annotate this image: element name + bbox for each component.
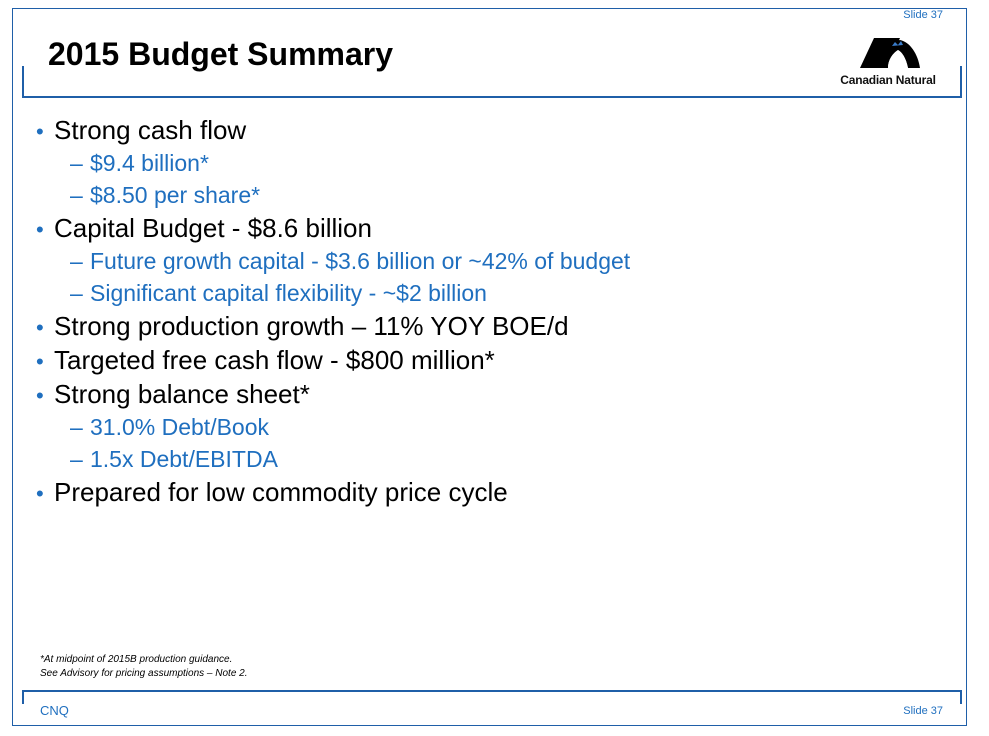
footer-divider-right-tick [960,690,962,704]
sub-bullet-item: – $9.4 billion* [36,147,946,179]
dash-icon: – [70,248,83,274]
footer-divider [22,690,962,692]
title-divider-right-tick [960,66,962,97]
bullet-text: Capital Budget - $8.6 billion [54,213,372,243]
bullet-text: Strong production growth – 11% YOY BOE/d [54,311,569,341]
slide-frame [12,8,967,726]
bullet-item: • Strong balance sheet* [36,377,946,411]
bullet-item: • Prepared for low commodity price cycle [36,475,946,509]
sub-bullet-item: –31.0% Debt/Book [36,411,946,443]
sub-bullet-text: $8.50 per share* [90,182,261,208]
bullet-item: • Strong cash flow [36,113,946,147]
title-divider [22,96,962,98]
dash-icon: – [70,150,83,176]
footer-divider-left-tick [22,690,24,704]
sub-bullet-item: – $8.50 per share* [36,179,946,211]
sub-bullet-item: – Significant capital flexibility - ~$2 b… [36,277,946,309]
footnotes: *At midpoint of 2015B production guidanc… [40,653,248,681]
bullet-list: • Strong cash flow – $9.4 billion* – $8.50 … [36,113,946,509]
slide-number-top: Slide 37 [903,9,943,21]
logo-text: Canadian Natural [840,73,936,87]
sub-bullet-text: 1.5x Debt/EBITDA [90,446,278,472]
bullet-text: Strong cash flow [54,115,247,145]
company-logo: Canadian Natural [826,30,950,90]
footnote-line: *At midpoint of 2015B production guidanc… [40,654,233,665]
canadian-natural-logo-icon [860,38,920,68]
bullet-dot-icon: • [36,217,44,242]
bullet-item: • Capital Budget - $8.6 billion [36,211,946,245]
dash-icon: – [70,280,83,306]
bullet-dot-icon: • [36,349,44,374]
bullet-text: Prepared for low commodity price cycle [54,477,508,507]
sub-bullet-text: Future growth capital - $3.6 billion or … [90,248,631,274]
footnote-line: See Advisory for pricing assumptions – N… [40,668,248,679]
slide-title: 2015 Budget Summary [48,36,394,72]
sub-bullet-item: – Future growth capital - $3.6 billion or… [36,245,946,277]
dash-icon: – [70,446,83,472]
bullet-dot-icon: • [36,119,44,144]
dash-icon: – [70,414,83,440]
sub-bullet-text: 31.0% Debt/Book [90,414,270,440]
bullet-item: • Strong production growth – 11% YOY BOE/… [36,309,946,343]
bullet-item: • Targeted free cash flow - $800 million* [36,343,946,377]
bullet-text: Strong balance sheet* [54,379,310,409]
bullet-dot-icon: • [36,315,44,340]
title-divider-left-tick [22,66,24,97]
sub-bullet-text: Significant capital flexibility - ~$2 bi… [90,280,487,306]
sub-bullet-item: –1.5x Debt/EBITDA [36,443,946,475]
sub-bullet-text: $9.4 billion* [90,150,209,176]
bullet-dot-icon: • [36,383,44,408]
bullet-dot-icon: • [36,481,44,506]
footer-slide-number: Slide 37 [903,705,943,717]
bullet-text: Targeted free cash flow - $800 million* [54,345,495,375]
dash-icon: – [70,182,83,208]
footer-company-code: CNQ [40,703,69,718]
